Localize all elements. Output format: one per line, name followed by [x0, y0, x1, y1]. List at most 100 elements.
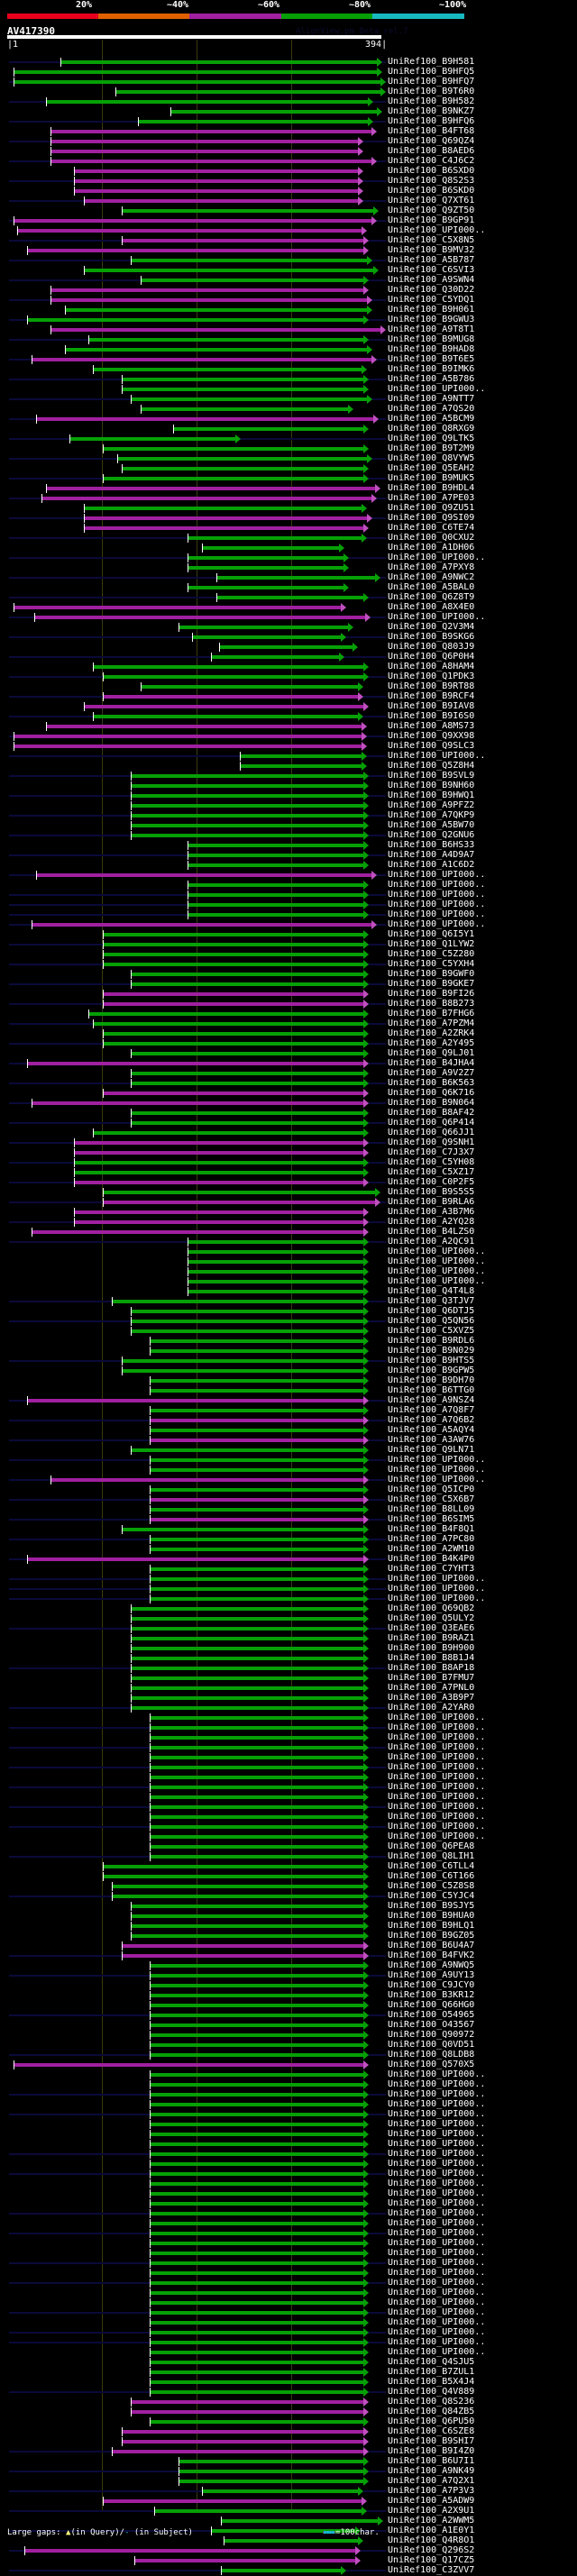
alignment-row[interactable]: UniRef100_UPI000.. [0, 900, 577, 910]
hsp-bar[interactable] [192, 635, 341, 639]
hit-label-link[interactable]: UniRef100_UPI000.. [388, 2179, 486, 2188]
hsp-bar[interactable] [150, 2162, 364, 2166]
alignment-row[interactable]: UniRef100_UPI000.. [0, 1266, 577, 1277]
alignment-row[interactable]: UniRef100_Q69QZ4 [0, 136, 577, 147]
hsp-bar[interactable] [150, 2291, 364, 2295]
alignment-row[interactable]: UniRef100_Q7XT61 [0, 196, 577, 206]
hit-label-link[interactable]: UniRef100_UPI000.. [388, 909, 486, 919]
hsp-bar[interactable] [223, 2539, 358, 2543]
hsp-bar[interactable] [150, 2370, 364, 2374]
alignment-row[interactable]: UniRef100_B9NH60 [0, 781, 577, 791]
hit-label-link[interactable]: UniRef100_UPI000.. [388, 2208, 486, 2218]
hit-label-link[interactable]: UniRef100_B9FI26 [388, 989, 475, 999]
alignment-row[interactable]: UniRef100_A7QS20 [0, 404, 577, 415]
alignment-row[interactable]: UniRef100_B9GPW5 [0, 1366, 577, 1376]
hit-label-link[interactable]: UniRef100_A9NTT7 [388, 394, 475, 404]
alignment-row[interactable]: UniRef100_C5YJC4 [0, 1891, 577, 1902]
alignment-row[interactable]: UniRef100_Q1PDK3 [0, 671, 577, 682]
hsp-bar[interactable] [83, 199, 358, 203]
hsp-bar[interactable] [150, 2053, 364, 2057]
hsp-bar[interactable] [83, 705, 364, 708]
alignment-row[interactable]: UniRef100_A9NK49 [0, 2466, 577, 2477]
alignment-row[interactable]: UniRef100_UPI000.. [0, 1812, 577, 1822]
alignment-row[interactable]: UniRef100_Q84ZB5 [0, 2407, 577, 2417]
hsp-bar[interactable] [150, 1795, 364, 1799]
hit-label-link[interactable]: UniRef100_Q8VYW5 [388, 453, 475, 463]
hsp-bar[interactable] [150, 1349, 364, 1353]
alignment-row[interactable]: UniRef100_B6SIM5 [0, 1514, 577, 1525]
hsp-bar[interactable] [131, 259, 368, 262]
alignment-row[interactable]: UniRef100_UPI000.. [0, 880, 577, 891]
hsp-bar[interactable] [83, 507, 362, 510]
hit-label-link[interactable]: UniRef100_UPI000.. [388, 1594, 486, 1603]
alignment-row[interactable]: UniRef100_UPI000.. [0, 2258, 577, 2269]
alignment-row[interactable]: UniRef100_UPI000.. [0, 1832, 577, 1842]
hit-label-link[interactable]: UniRef100_UPI000.. [388, 1742, 486, 1752]
alignment-row[interactable]: UniRef100_B9I6S0 [0, 711, 577, 722]
hsp-bar[interactable] [215, 576, 375, 580]
alignment-row[interactable]: UniRef100_UPI000.. [0, 1722, 577, 1733]
hit-label-link[interactable]: UniRef100_B9GPW5 [388, 1366, 475, 1375]
hit-label-link[interactable]: UniRef100_UPI000.. [388, 2218, 486, 2228]
hsp-bar[interactable] [34, 616, 366, 619]
hsp-bar[interactable] [150, 2252, 364, 2255]
hit-label-link[interactable]: UniRef100_UPI000.. [388, 1475, 486, 1484]
hsp-bar[interactable] [220, 2519, 378, 2523]
hsp-bar[interactable] [131, 1657, 364, 1660]
alignment-row[interactable]: UniRef100_B9HFQ6 [0, 116, 577, 127]
alignment-row[interactable]: UniRef100_UPI000.. [0, 1475, 577, 1485]
hsp-bar[interactable] [150, 1766, 364, 1769]
alignment-row[interactable]: UniRef100_A5BAL0 [0, 582, 577, 593]
hit-label-link[interactable]: UniRef100_Q66JJ1 [388, 1128, 475, 1137]
hit-label-link[interactable]: UniRef100_UPI000.. [388, 2347, 486, 2357]
alignment-row[interactable]: UniRef100_C3ZVV7 [0, 2565, 577, 2576]
alignment-row[interactable]: UniRef100_B4K4P0 [0, 1554, 577, 1565]
hit-label-link[interactable]: UniRef100_A7PC80 [388, 1534, 475, 1544]
hsp-bar[interactable] [64, 348, 368, 352]
hsp-bar[interactable] [150, 2341, 364, 2344]
alignment-row[interactable]: UniRef100_UPI000.. [0, 2079, 577, 2090]
hit-label-link[interactable]: UniRef100_UPI000.. [388, 384, 486, 394]
hit-label-link[interactable]: UniRef100_UPI000.. [388, 1256, 486, 1266]
hit-label-link[interactable]: UniRef100_Q66HG0 [388, 2000, 475, 2010]
hsp-bar[interactable] [150, 2271, 364, 2275]
hit-label-link[interactable]: UniRef100_Q5ICP0 [388, 1484, 475, 1494]
hsp-bar[interactable] [26, 318, 364, 322]
hit-label-link[interactable]: UniRef100_UPI000.. [388, 1276, 486, 1286]
hit-label-link[interactable]: UniRef100_Q5QN56 [388, 1316, 475, 1326]
alignment-row[interactable]: UniRef100_B9H061 [0, 305, 577, 315]
alignment-row[interactable]: UniRef100_UPI000.. [0, 890, 577, 900]
hsp-bar[interactable] [239, 754, 362, 758]
alignment-row[interactable]: UniRef100_Q9XX98 [0, 731, 577, 742]
hsp-bar[interactable] [150, 2212, 364, 2215]
alignment-row[interactable]: UniRef100_C5YH08 [0, 1157, 577, 1168]
hsp-bar[interactable] [112, 1885, 364, 1888]
alignment-row[interactable]: UniRef100_Q1LYW2 [0, 939, 577, 950]
hit-label-link[interactable]: UniRef100_B6HS33 [388, 840, 475, 850]
alignment-row[interactable]: UniRef100_Q4R8O1 [0, 2535, 577, 2546]
alignment-row[interactable]: UniRef100_Q9SNH1 [0, 1137, 577, 1148]
hsp-bar[interactable] [150, 1815, 364, 1819]
hit-label-link[interactable]: UniRef100_B9MV32 [388, 245, 475, 255]
hsp-bar[interactable] [188, 883, 364, 887]
hit-label-link[interactable]: UniRef100_C5Z280 [388, 949, 475, 959]
hit-label-link[interactable]: UniRef100_Q1PDK3 [388, 671, 475, 681]
alignment-row[interactable]: UniRef100_UPI000.. [0, 1713, 577, 1723]
hsp-bar[interactable] [32, 1101, 364, 1105]
hit-label-link[interactable]: UniRef100_A7Q2X1 [388, 2476, 475, 2486]
hit-label-link[interactable]: UniRef100_UPI000.. [388, 2129, 486, 2139]
alignment-row[interactable]: UniRef100_A1C6D2 [0, 860, 577, 871]
hsp-bar[interactable] [150, 2083, 364, 2087]
alignment-row[interactable]: UniRef100_Q90972 [0, 2030, 577, 2041]
hit-label-link[interactable]: UniRef100_B9N064 [388, 1098, 475, 1108]
hit-label-link[interactable]: UniRef100_Q90972 [388, 2030, 475, 2040]
hit-label-link[interactable]: UniRef100_A7PXY8 [388, 562, 475, 572]
hsp-bar[interactable] [140, 407, 349, 411]
hsp-bar[interactable] [131, 1111, 364, 1115]
hit-label-link[interactable]: UniRef100_C6T166 [388, 1871, 475, 1881]
hsp-bar[interactable] [121, 378, 364, 381]
hsp-bar[interactable] [50, 288, 364, 292]
hsp-bar[interactable] [14, 2063, 364, 2067]
hit-label-link[interactable]: UniRef100_UPI000.. [388, 2089, 486, 2099]
hsp-bar[interactable] [131, 982, 364, 986]
